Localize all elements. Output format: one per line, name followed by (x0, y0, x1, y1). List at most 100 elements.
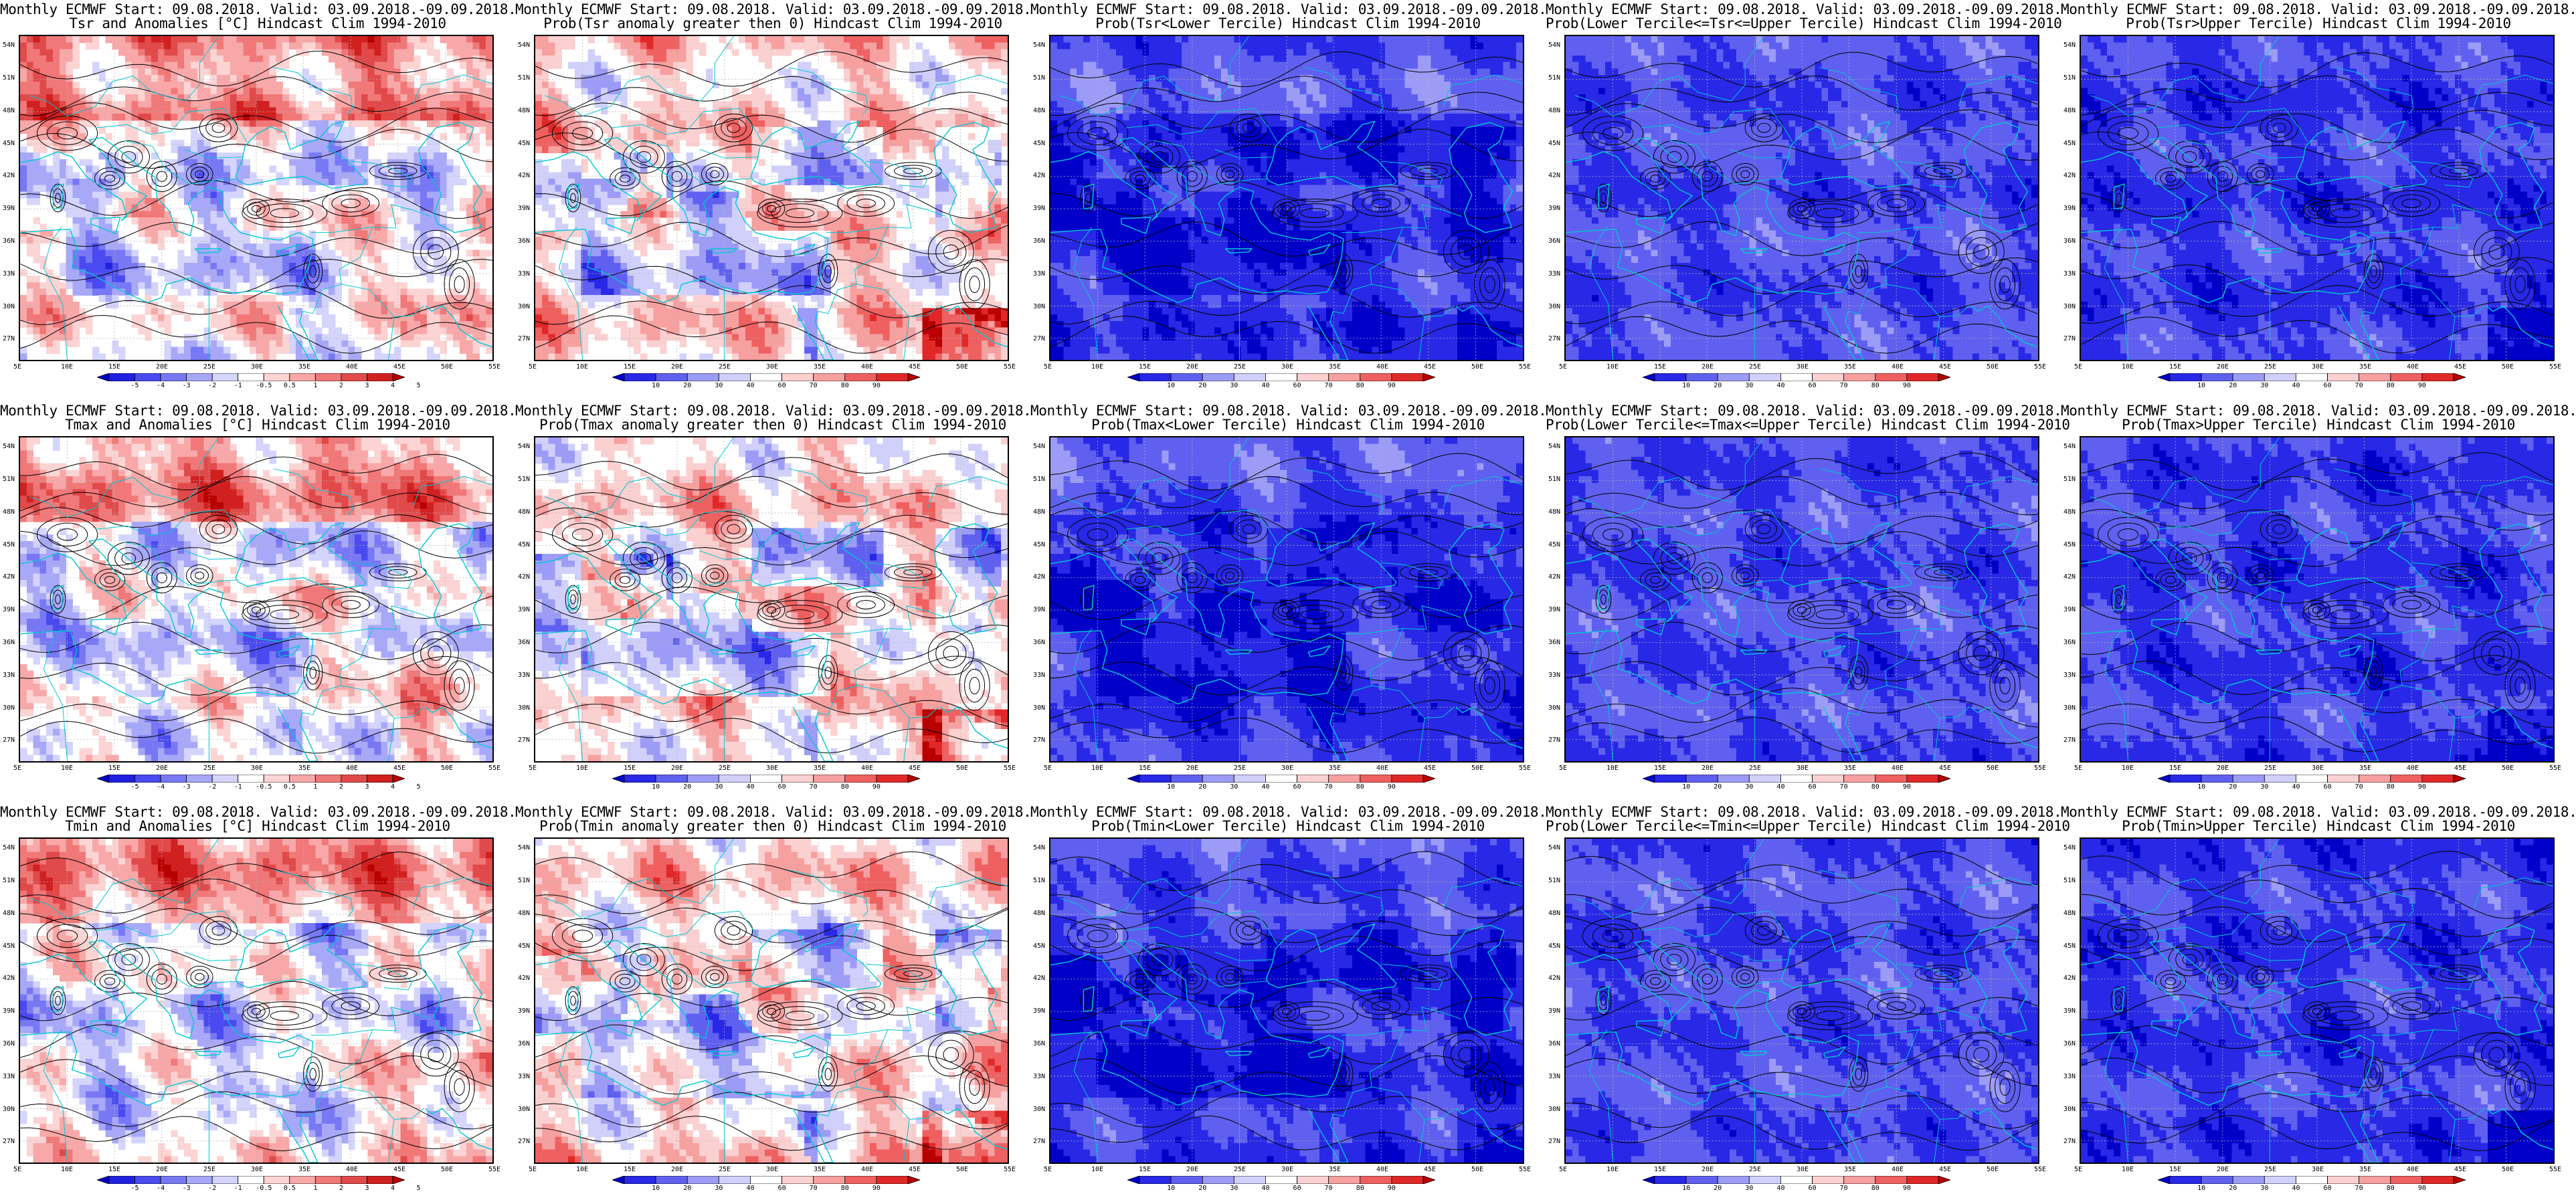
colorbar-swatch (2264, 775, 2296, 783)
latitude-label: 42N (2063, 975, 2076, 982)
colorbar-swatch (1685, 373, 1718, 381)
colorbar-swatch (238, 1176, 264, 1184)
colorbar-label: 2 (339, 383, 343, 389)
colorbar-swatch (1717, 373, 1750, 381)
colorbar-swatch (1717, 775, 1750, 783)
coastlines (1050, 120, 1523, 360)
colorbar-label: 5 (417, 383, 421, 389)
latitude-label: 27N (3, 1138, 15, 1145)
colorbar-label: 60 (2324, 784, 2332, 791)
map-canvas (1050, 839, 1523, 1163)
colorbar-swatch (134, 373, 161, 381)
colorbar-label: 80 (1356, 784, 1364, 791)
colorbar-swatch (2390, 775, 2423, 783)
latitude-label: 54N (518, 845, 530, 851)
colorbar (1127, 1176, 1435, 1184)
map-area (534, 436, 1009, 763)
latitude-label: 54N (1548, 42, 1560, 49)
longitude-label: 20E (671, 765, 683, 772)
colorbar-swatch (263, 1176, 290, 1184)
map-canvas (2081, 437, 2553, 761)
colorbar-swatch (2158, 1176, 2171, 1184)
longitude-label: 45E (909, 1167, 921, 1173)
colorbar-label: 20 (683, 784, 691, 791)
longitude-label: 35E (1844, 1167, 1856, 1173)
forecast-map-panel: Monthly ECMWF Start: 09.08.2018. Valid: … (1546, 401, 2070, 803)
colorbar-label: 60 (1293, 1185, 1301, 1192)
longitude-label: 15E (2169, 364, 2181, 371)
latitude-label: 30N (1033, 303, 1045, 310)
longitude-label: 25E (203, 364, 215, 371)
graticule (1050, 437, 1523, 761)
colorbar-swatch (781, 1176, 814, 1184)
longitude-label: 50E (956, 765, 968, 772)
latitude-label: 48N (2063, 107, 2076, 114)
colorbar-label: 80 (1871, 383, 1879, 389)
colorbar-swatch (1422, 1176, 1435, 1184)
latitude-label: 36N (1033, 639, 1045, 646)
colorbar-swatch (1170, 775, 1203, 783)
colorbar-swatch (134, 1176, 161, 1184)
colorbar-swatch (289, 373, 316, 381)
longitude-label: 50E (956, 364, 968, 371)
latitude-label: 39N (2063, 205, 2076, 212)
longitude-label: 35E (2359, 364, 2371, 371)
latitude-label: 36N (3, 238, 15, 245)
latitude-label: 30N (2063, 1106, 2076, 1113)
colorbar-label: 20 (683, 1185, 691, 1192)
longitude-label: 35E (1329, 765, 1341, 772)
colorbar-swatch (612, 1176, 625, 1184)
colorbar-label: 2 (339, 1185, 343, 1192)
colorbar (1127, 373, 1435, 381)
colorbar-swatch (2169, 775, 2202, 783)
colorbar-label: 90 (2418, 1185, 2426, 1192)
colorbar-swatch (781, 373, 814, 381)
colorbar-swatch (655, 775, 688, 783)
colorbar-label: 80 (2387, 383, 2395, 389)
longitude-label: 55E (1004, 765, 1016, 772)
colorbar-label: 2 (339, 784, 343, 791)
colorbar-label: 90 (2418, 383, 2426, 389)
country-borders (29, 839, 492, 1163)
colorbar-swatch (1233, 373, 1266, 381)
colorbar-swatch (1685, 775, 1718, 783)
colorbar-swatch (1202, 373, 1234, 381)
colorbar-swatch (1906, 373, 1939, 381)
panel-title-line1: Monthly ECMWF Start: 09.08.2018. Valid: … (515, 2, 1032, 17)
latitude-label: 27N (1033, 336, 1045, 342)
longitude-label: 30E (766, 765, 778, 772)
longitude-label: 15E (1654, 1167, 1666, 1173)
colorbar-label: 60 (1293, 784, 1301, 791)
colorbar-label: 70 (1325, 383, 1333, 389)
colorbar-swatch (718, 775, 751, 783)
latitude-label: 39N (3, 205, 15, 212)
colorbar-label: 80 (1871, 784, 1879, 791)
temperature-contours (535, 454, 1008, 754)
country-borders (29, 437, 492, 761)
colorbar-label: 10 (1682, 784, 1690, 791)
latitude-label: 51N (3, 75, 15, 82)
map-canvas (20, 36, 492, 360)
longitude-label: 50E (1987, 364, 1999, 371)
longitude-label: 30E (1281, 765, 1293, 772)
forecast-map-panel: Monthly ECMWF Start: 09.08.2018. Valid: … (0, 0, 517, 401)
colorbar-label: 40 (1261, 383, 1269, 389)
latitude-label: 30N (2063, 303, 2076, 310)
country-borders (1059, 36, 1523, 360)
colorbar-swatch (686, 775, 719, 783)
coastlines (535, 120, 1008, 360)
longitude-label: 40E (861, 364, 873, 371)
forecast-map-panel: Monthly ECMWF Start: 09.08.2018. Valid: … (515, 0, 1032, 401)
panel-title-line1: Monthly ECMWF Start: 09.08.2018. Valid: … (1030, 805, 1547, 819)
colorbar-label: 70 (810, 784, 818, 791)
colorbar-label: 20 (683, 383, 691, 389)
graticule (1566, 839, 2038, 1163)
longitude-label: 30E (251, 765, 263, 772)
colorbar-swatch (655, 1176, 688, 1184)
panel-title-line1: Monthly ECMWF Start: 09.08.2018. Valid: … (1030, 403, 1547, 418)
panel-title-line2: Prob(Tmax>Upper Tercile) Hindcast Clim 1… (2061, 417, 2576, 432)
longitude-label: 25E (719, 765, 731, 772)
panel-title-line1: Monthly ECMWF Start: 09.08.2018. Valid: … (0, 403, 517, 418)
colorbar-label: 20 (1714, 1185, 1722, 1192)
latitude-label: 27N (1548, 737, 1560, 744)
